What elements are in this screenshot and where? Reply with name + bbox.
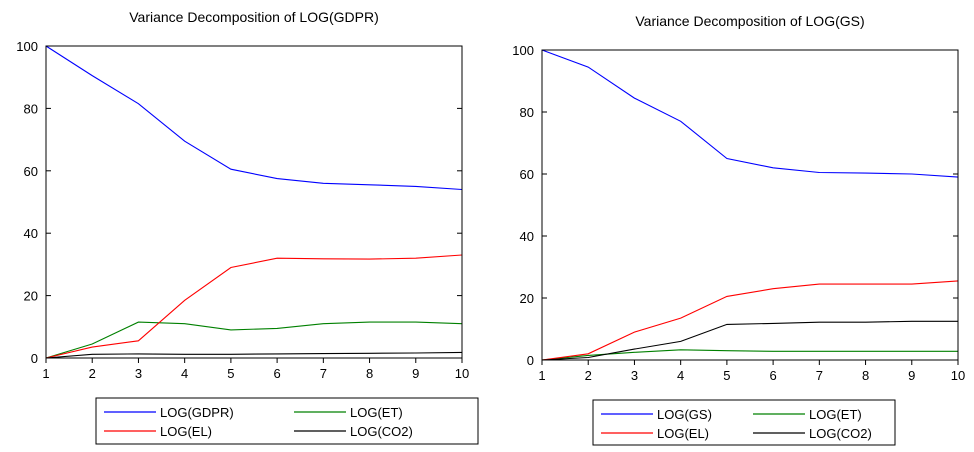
series-line-log-el- — [541, 280, 959, 361]
x-tick-label: 9 — [908, 368, 915, 383]
series-line-log-gs- — [541, 49, 959, 178]
series-line-log-gdpr- — [45, 45, 463, 191]
x-tick-label: 1 — [42, 366, 49, 381]
chart-title: Variance Decomposition of LOG(GDPR) — [129, 9, 379, 25]
legend-label: LOG(GDPR) — [160, 405, 234, 420]
x-tick-label: 9 — [412, 366, 419, 381]
legend-box — [95, 397, 479, 445]
x-tick-label: 3 — [631, 368, 638, 383]
x-tick-label: 4 — [181, 366, 188, 381]
y-tick-label: 20 — [24, 289, 38, 304]
x-tick-label: 6 — [273, 366, 280, 381]
series-line-log-co2- — [541, 320, 958, 361]
x-tick-label: 6 — [769, 368, 776, 383]
y-tick-label: 40 — [24, 226, 38, 241]
y-tick-label: 0 — [31, 351, 38, 366]
legend-label: LOG(ET) — [350, 405, 403, 420]
y-tick-label: 60 — [520, 167, 534, 182]
legend-label: LOG(GS) — [657, 407, 712, 422]
legend-label: LOG(EL) — [160, 424, 212, 439]
chart-title: Variance Decomposition of LOG(GS) — [635, 13, 864, 29]
legend-label: LOG(ET) — [809, 407, 862, 422]
legend-label: LOG(CO2) — [809, 426, 872, 441]
x-tick-label: 3 — [135, 366, 142, 381]
y-tick-label: 80 — [520, 105, 534, 120]
x-tick-label: 10 — [455, 366, 469, 381]
x-tick-label: 8 — [862, 368, 869, 383]
series-line-log-co2- — [45, 351, 463, 359]
y-tick-label: 100 — [512, 43, 534, 58]
legend-box — [592, 399, 896, 446]
x-tick-label: 2 — [89, 366, 96, 381]
x-tick-label: 5 — [227, 366, 234, 381]
plot-frame — [45, 45, 463, 359]
x-tick-label: 7 — [816, 368, 823, 383]
plot-frame — [541, 49, 959, 361]
y-tick-label: 40 — [520, 229, 534, 244]
y-tick-label: 100 — [16, 39, 38, 54]
series-line-log-el- — [45, 254, 463, 359]
y-tick-label: 0 — [527, 353, 534, 368]
x-tick-label: 7 — [320, 366, 327, 381]
y-tick-label: 20 — [520, 291, 534, 306]
x-tick-label: 5 — [723, 368, 730, 383]
y-tick-label: 60 — [24, 164, 38, 179]
chart-panel-2: Variance Decomposition of LOG(GS) 0 20 40 60… — [512, 13, 965, 446]
legend-label: LOG(CO2) — [350, 424, 413, 439]
x-tick-label: 8 — [366, 366, 373, 381]
legend-label: LOG(EL) — [657, 426, 709, 441]
x-tick-label: 10 — [951, 368, 965, 383]
x-tick-label: 1 — [538, 368, 545, 383]
series-line-log-et- — [45, 321, 463, 359]
legend: LOG(GS) LOG(ET) LOG(EL) LOG(CO2) — [592, 399, 896, 446]
x-tick-label: 2 — [585, 368, 592, 383]
chart-panel-1: Variance Decomposition of LOG(GDPR) 0 20 40… — [16, 9, 479, 445]
x-tick-label: 4 — [677, 368, 684, 383]
y-tick-label: 80 — [24, 101, 38, 116]
legend: LOG(GDPR) LOG(ET) LOG(EL) LOG(CO2) — [95, 397, 479, 445]
